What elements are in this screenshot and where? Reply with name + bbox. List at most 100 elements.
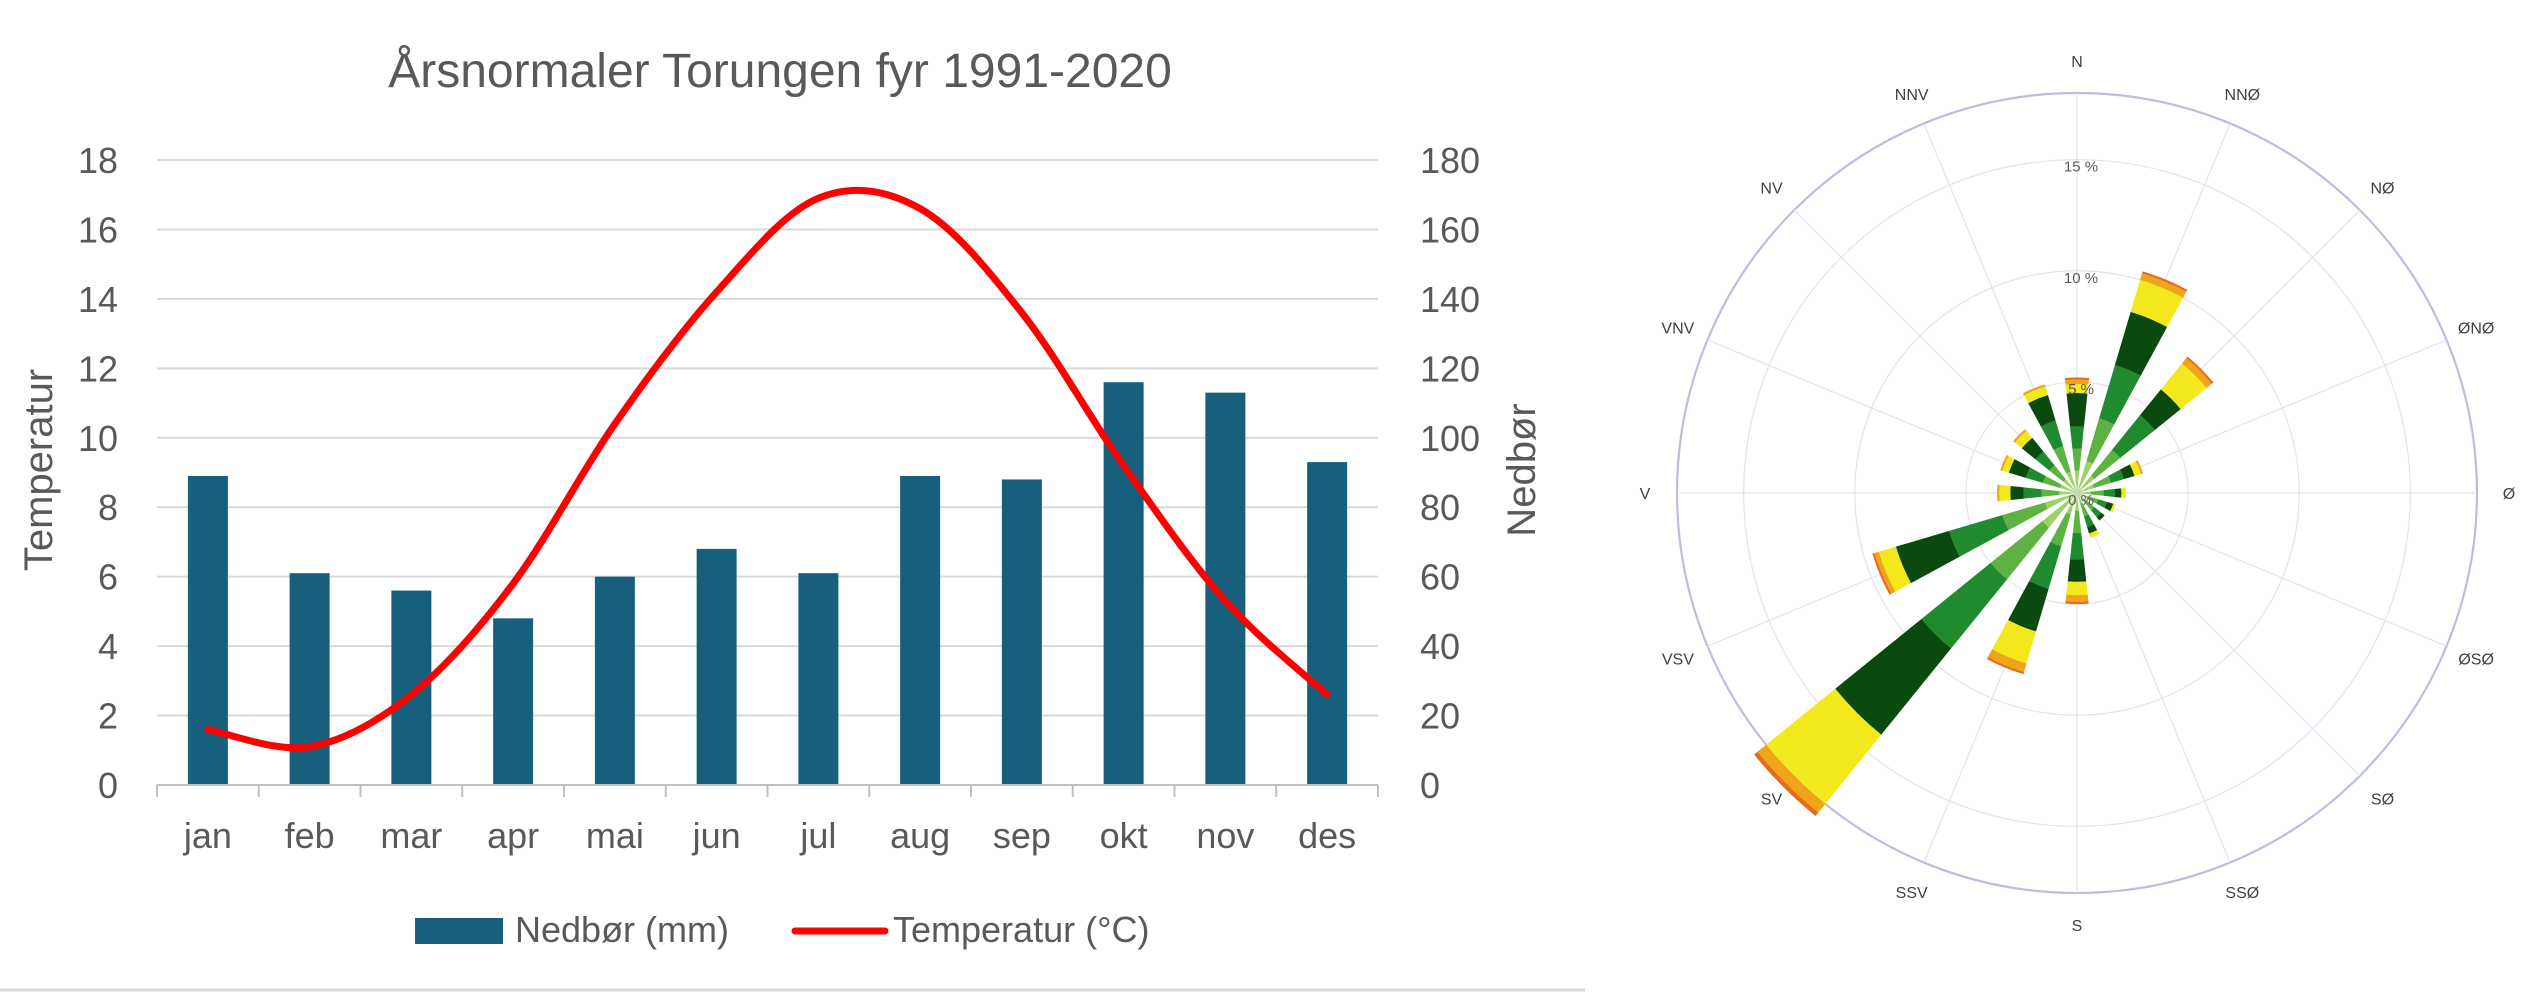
direction-label: SSØ bbox=[2225, 885, 2259, 902]
left-tick-label: 12 bbox=[78, 348, 118, 389]
ring-label: 0 % bbox=[2068, 492, 2094, 509]
wind-rose-segment bbox=[2077, 475, 2095, 493]
wind-rose-segment bbox=[2114, 311, 2168, 376]
wind-rose-spoke bbox=[2076, 492, 2361, 777]
direction-label: Ø bbox=[2503, 486, 2515, 503]
wind-rose-segment bbox=[2181, 358, 2212, 389]
right-tick-label: 80 bbox=[1420, 487, 1460, 528]
category-label: apr bbox=[487, 815, 539, 856]
precipitation-bar bbox=[696, 548, 737, 785]
wind-rose-segment bbox=[2042, 493, 2077, 528]
wind-rose-segment bbox=[2072, 448, 2082, 471]
category-label: mar bbox=[380, 815, 442, 856]
wind-rose-segment bbox=[2077, 493, 2088, 499]
wind-rose-segment bbox=[2077, 484, 2095, 493]
wind-rose-segment bbox=[2114, 488, 2122, 498]
precipitation-bar bbox=[798, 573, 839, 785]
right-axis-ticks: 0 20 40 60 80 100 120 140 160 180 bbox=[1420, 140, 1480, 806]
wind-rose-segment bbox=[2070, 532, 2084, 560]
legend-swatch-precipitation bbox=[415, 918, 503, 944]
gridlines bbox=[157, 159, 1378, 717]
left-axis-ticks: 0 2 4 6 8 10 12 14 16 18 bbox=[78, 140, 118, 806]
wind-rose-segment bbox=[2025, 467, 2046, 483]
wind-rose-spoke bbox=[2076, 492, 2447, 647]
category-label: jul bbox=[799, 815, 836, 856]
wind-rose-segment bbox=[2130, 279, 2184, 328]
wind-rose-segment bbox=[2140, 273, 2187, 298]
wind-rose-segment bbox=[1990, 520, 2050, 580]
wind-rose-segment bbox=[2008, 580, 2049, 632]
wind-rose-segment bbox=[1757, 744, 1826, 813]
wind-rose-segment bbox=[2022, 384, 2046, 396]
wind-rose-segment bbox=[2086, 418, 2115, 464]
wind-rose-segment bbox=[1987, 649, 2027, 672]
wind-rose-direction-labels: N NNØ NØ ØNØ Ø ØSØ SØ SSØ S SSV SV VSV V VNV NV NNV bbox=[1640, 54, 2516, 935]
wind-rose-segment bbox=[2064, 377, 2090, 381]
wind-rose-segment bbox=[2067, 559, 2087, 582]
left-tick-label: 0 bbox=[98, 765, 118, 806]
left-tick-label: 2 bbox=[98, 696, 118, 737]
wind-rose-segment bbox=[2063, 479, 2077, 493]
climate-chart-svg: Årsnormaler Torungen fyr 1991-2020 0 2 4 6 8… bbox=[0, 45, 1585, 992]
wind-rose-spoke bbox=[2076, 492, 2231, 863]
wind-rose-segment bbox=[2092, 476, 2112, 488]
wind-rose-segment bbox=[2045, 493, 2077, 509]
wind-rose-segment bbox=[2010, 486, 2024, 500]
wind-rose-segment bbox=[2103, 489, 2115, 497]
left-tick-label: 6 bbox=[98, 557, 118, 598]
legend: Nedbør (mm) Temperatur (°C) bbox=[415, 909, 1149, 950]
ring-label: 10 % bbox=[2064, 270, 2098, 287]
right-tick-label: 60 bbox=[1420, 557, 1460, 598]
direction-label: SV bbox=[1761, 791, 1783, 808]
wind-rose-segment bbox=[2002, 502, 2048, 531]
wind-rose-segment bbox=[2108, 469, 2124, 483]
wind-rose-segment bbox=[1949, 515, 2009, 557]
wind-rose-segment bbox=[2023, 487, 2042, 499]
direction-label: ØSØ bbox=[2458, 651, 2494, 668]
precipitation-bar bbox=[1307, 462, 1348, 785]
direction-label: S bbox=[2072, 918, 2083, 935]
category-label: jun bbox=[692, 815, 741, 856]
wind-rose-svg: 0 % 5 % 10 % 15 % N NNØ NØ ØNØ Ø ØSØ SØ SSØ S SSV SV V… bbox=[1640, 54, 2516, 935]
wind-rose-segment bbox=[2087, 524, 2098, 534]
direction-label: NØ bbox=[2370, 181, 2394, 198]
wind-rose-segment bbox=[2099, 365, 2141, 425]
wind-rose-segment bbox=[1874, 551, 1896, 594]
category-label: nov bbox=[1196, 815, 1254, 856]
wind-rose-segment bbox=[2065, 594, 2089, 602]
wind-rose-segment bbox=[2053, 446, 2071, 474]
category-label: des bbox=[1298, 815, 1356, 856]
wind-rose-segment bbox=[2042, 476, 2062, 488]
wind-rose-segment bbox=[2096, 512, 2105, 521]
direction-label: VNV bbox=[1661, 321, 1694, 338]
right-tick-label: 180 bbox=[1420, 140, 1480, 181]
wind-rose-segment bbox=[2029, 541, 2062, 589]
category-label: feb bbox=[285, 815, 335, 856]
wind-rose-segment bbox=[2065, 384, 2089, 394]
wind-rose-segment bbox=[2083, 499, 2095, 511]
wind-rose-segment bbox=[2110, 503, 2116, 513]
wind-rose-segment bbox=[2059, 484, 2077, 493]
wind-rose-segment bbox=[2186, 356, 2214, 384]
category-label: mai bbox=[586, 815, 644, 856]
chart-title: Årsnormaler Torungen fyr 1991-2020 bbox=[388, 45, 1172, 98]
direction-label: ØNØ bbox=[2458, 321, 2494, 338]
direction-label: VSV bbox=[1662, 651, 1694, 668]
wind-rose-segment bbox=[2111, 415, 2155, 459]
wind-rose-chart: 0 % 5 % 10 % 15 % N NNØ NØ ØNØ Ø ØSØ SØ SSØ S SSV SV V… bbox=[1585, 0, 2548, 993]
wind-rose-segment bbox=[2139, 389, 2181, 431]
wind-rose-segment bbox=[2059, 491, 2077, 495]
temperature-line bbox=[204, 186, 1331, 752]
wind-rose-segment bbox=[2090, 506, 2102, 518]
ring-label: 15 % bbox=[2064, 159, 2098, 176]
wind-rose-segment bbox=[2088, 530, 2100, 538]
right-tick-label: 40 bbox=[1420, 626, 1460, 667]
category-label: aug bbox=[890, 815, 950, 856]
wind-rose-segment bbox=[2160, 363, 2207, 410]
direction-label: N bbox=[2071, 54, 2083, 71]
wind-rose-segment bbox=[2121, 487, 2126, 499]
wind-rose-segment bbox=[2090, 490, 2104, 496]
wind-rose-segment bbox=[2129, 461, 2141, 476]
wind-rose-segment bbox=[2077, 461, 2093, 493]
right-axis-title: Nedbør bbox=[1500, 403, 1544, 536]
